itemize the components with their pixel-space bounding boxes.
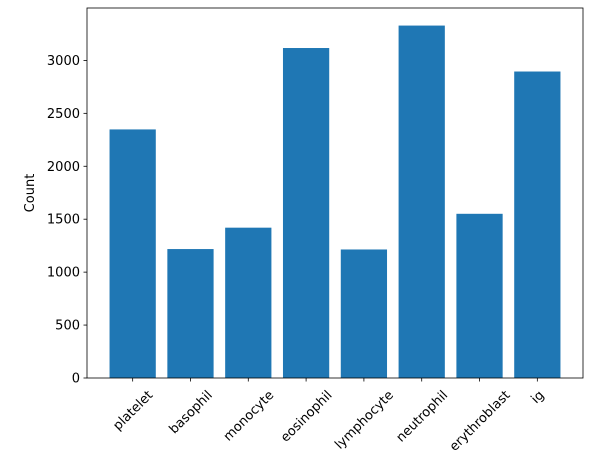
bar xyxy=(456,213,503,378)
x-tick-label: basophil xyxy=(167,388,216,437)
bar xyxy=(282,48,330,379)
y-tick-label: 2500 xyxy=(47,107,80,122)
bar xyxy=(398,25,445,379)
bar xyxy=(167,249,214,378)
x-tick-label: erythroblast xyxy=(447,388,514,455)
y-axis-label: Count xyxy=(23,174,38,213)
x-tick-label: ig xyxy=(529,388,548,407)
x-tick-label: lymphocyte xyxy=(332,388,397,453)
x-tick-label: neutrophil xyxy=(394,388,451,445)
plot-frame xyxy=(86,7,584,379)
bar xyxy=(514,71,561,378)
bar xyxy=(225,227,272,378)
y-tick-label: 0 xyxy=(72,372,80,387)
y-tick-label: 500 xyxy=(55,319,80,334)
y-tick-label: 3000 xyxy=(47,54,80,69)
y-tick-label: 1500 xyxy=(47,213,80,228)
y-tick-label: 2000 xyxy=(47,160,80,175)
x-tick-label: monocyte xyxy=(221,388,277,444)
bar xyxy=(109,129,156,378)
x-tick-label: platelet xyxy=(111,388,157,434)
x-tick-label: eosinophil xyxy=(278,388,335,445)
y-tick-label: 1000 xyxy=(47,266,80,281)
bar xyxy=(340,249,388,378)
